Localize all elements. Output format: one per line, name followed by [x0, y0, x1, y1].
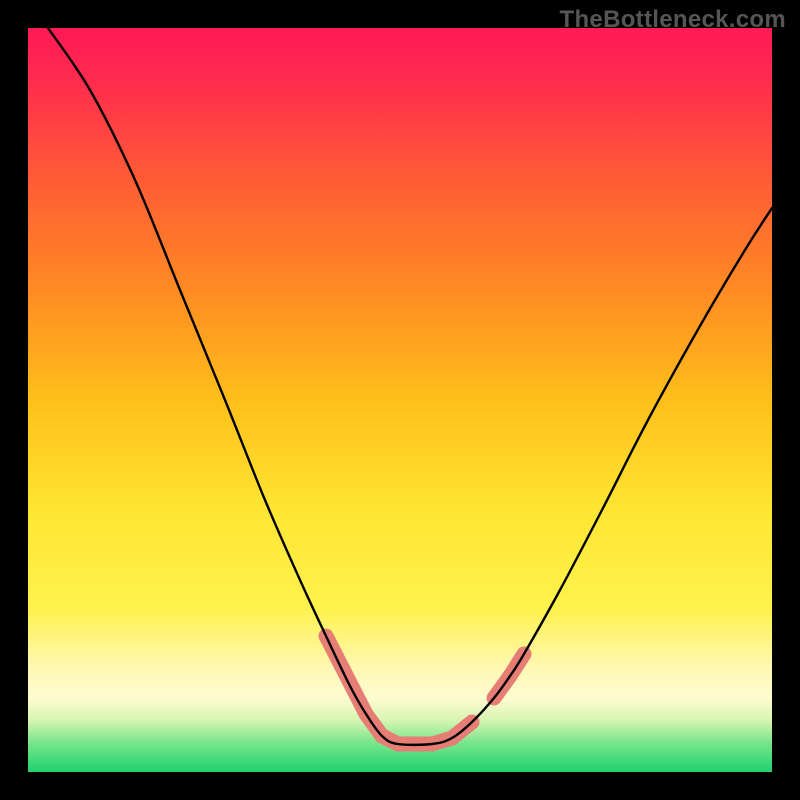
- watermark-text: TheBottleneck.com: [560, 6, 786, 34]
- bottleneck-chart: [0, 0, 800, 800]
- gradient-background: [28, 28, 772, 772]
